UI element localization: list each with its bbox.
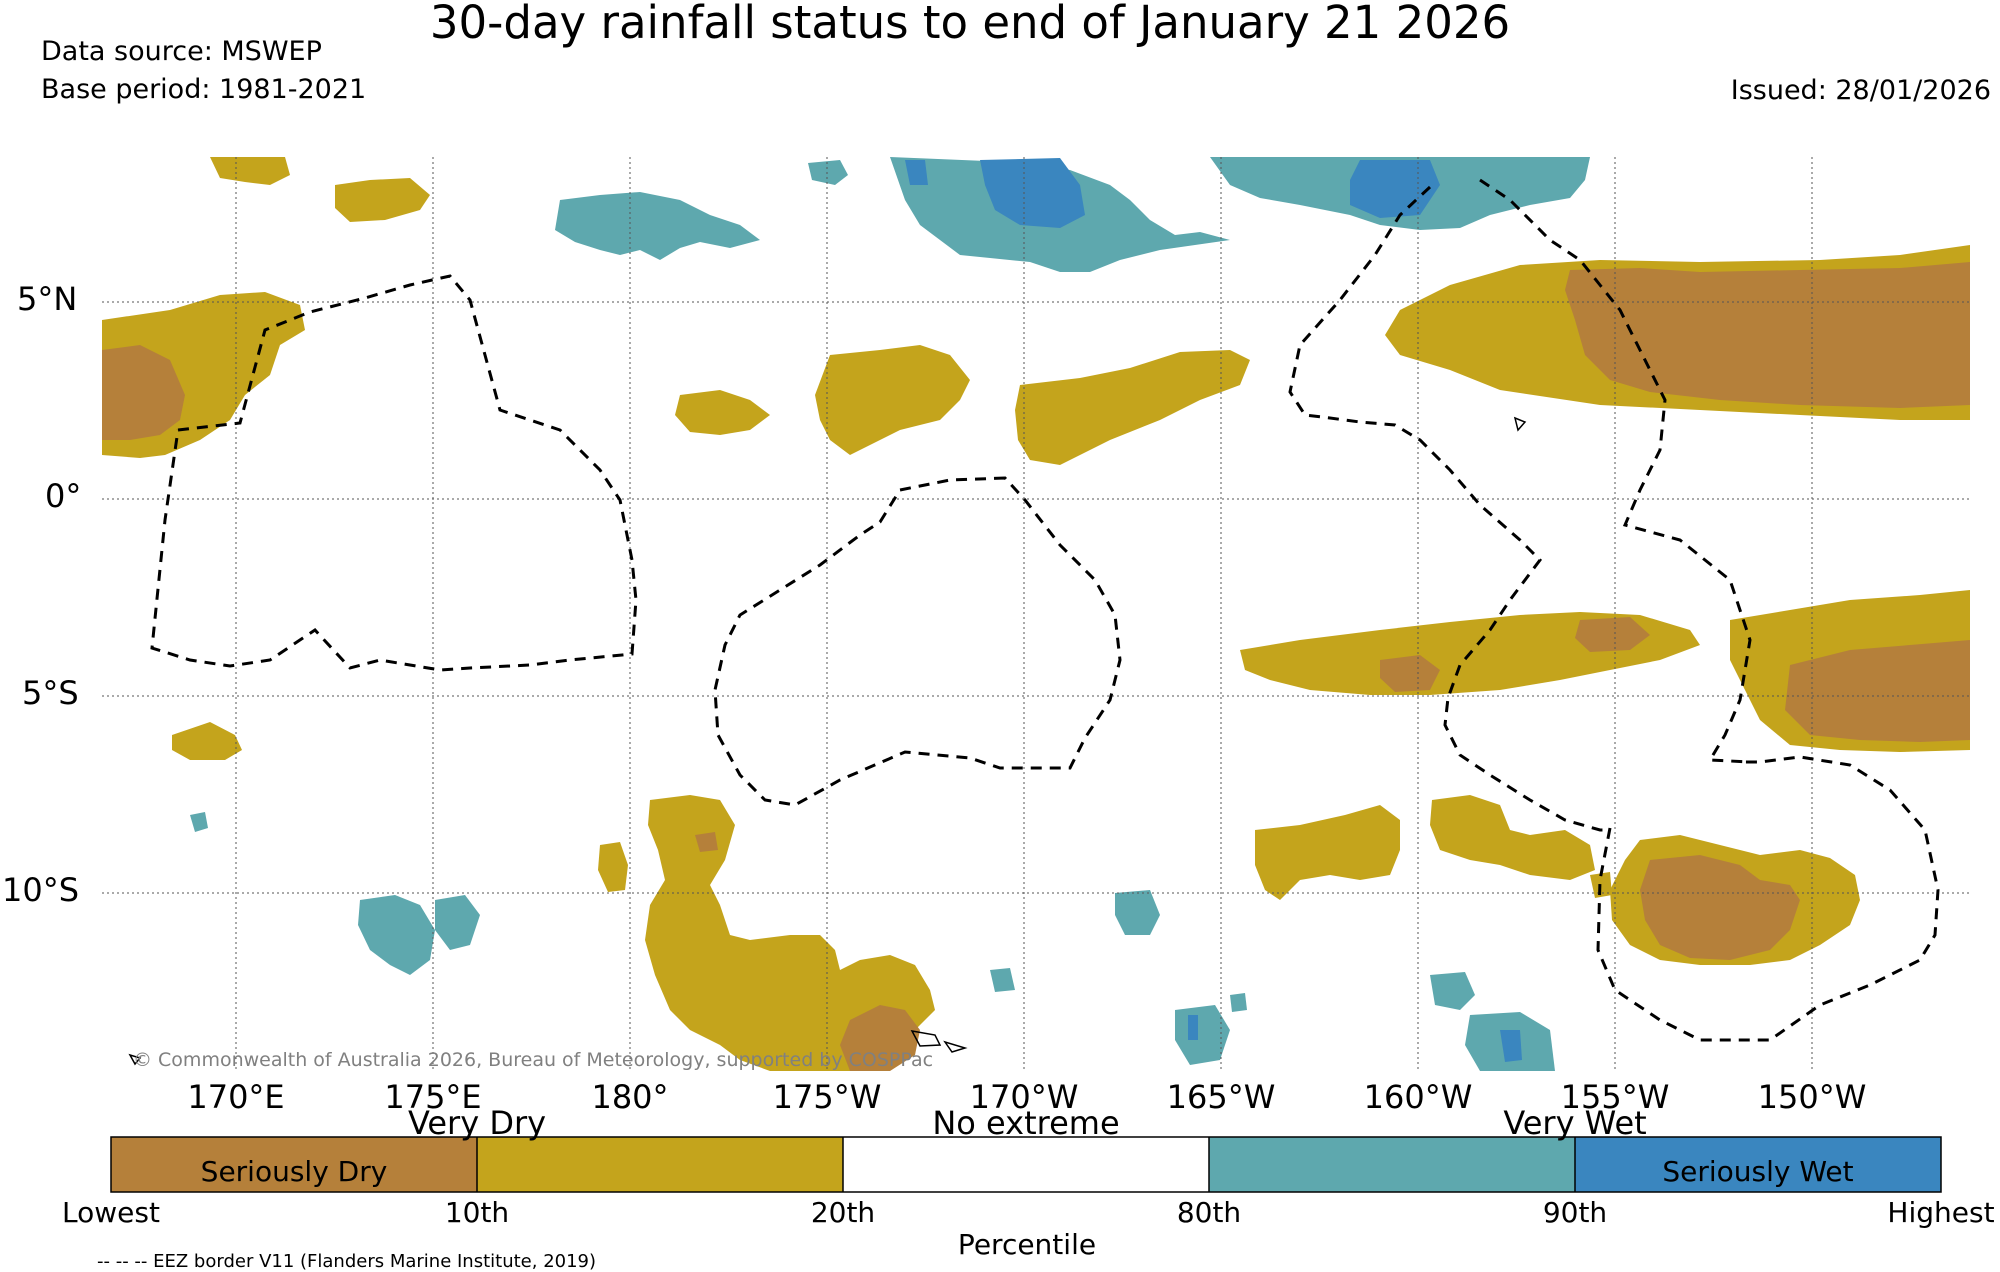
colorbar-tick-10th: 10th xyxy=(444,1196,510,1229)
very-wet-region-south-3 xyxy=(1115,890,1160,935)
very-dry-region-center-3 xyxy=(675,390,770,435)
colorbar-tick-highest: Highest xyxy=(1887,1196,1995,1229)
colorbar-axis-label: Percentile xyxy=(957,1228,1097,1261)
colorbar-very-dry xyxy=(477,1137,843,1192)
lon-label-170e: 170°E xyxy=(187,1078,285,1116)
seriously-dry-region-south xyxy=(840,1005,920,1071)
colorbar-tick-lowest: Lowest xyxy=(62,1196,160,1229)
seriously-wet-region-3 xyxy=(905,160,928,185)
colorbar-seriously-dry xyxy=(111,1137,477,1192)
data-source-text: Data source: MSWEP xyxy=(41,36,322,67)
very-dry-region-west-top xyxy=(210,157,290,185)
seriously-dry-region-east-mid-a xyxy=(1380,655,1440,692)
lon-label-175e: 175°E xyxy=(384,1078,482,1116)
very-wet-region-south-1 xyxy=(358,895,435,975)
very-dry-region-south-small-a xyxy=(598,842,628,892)
seriously-wet-region-5 xyxy=(1188,1015,1198,1040)
lon-label-160w: 160°W xyxy=(1363,1078,1473,1116)
seriously-dry-region-east-mid-b xyxy=(1575,617,1650,652)
very-dry-region-south-mid xyxy=(1255,805,1400,900)
very-dry-region-south-mid-2 xyxy=(1430,795,1595,880)
colorbar-category-very-wet: Very Wet xyxy=(1503,1104,1647,1142)
colorbar-no-extreme xyxy=(843,1137,1209,1192)
lon-label-150w: 150°W xyxy=(1757,1078,1867,1116)
very-wet-region-small-2 xyxy=(990,968,1015,992)
graticule xyxy=(102,157,1970,1071)
colorbar-label-seriously-dry: Seriously Dry xyxy=(200,1155,388,1188)
lon-label-155w: 155°W xyxy=(1560,1078,1670,1116)
eez-borders xyxy=(150,178,1940,1042)
colorbar-tick-90th: 90th xyxy=(1542,1196,1608,1229)
very-wet-region-north-mid xyxy=(555,192,760,260)
lat-label-5s: 5°S xyxy=(22,674,79,712)
island-outlines xyxy=(128,416,1527,1066)
very-dry-region-center-2 xyxy=(1015,350,1250,465)
seriously-dry-region-far-east xyxy=(1785,640,1970,742)
colorbar-seriously-wet xyxy=(1575,1137,1941,1192)
lat-label-10s: 10°S xyxy=(2,871,80,909)
very-dry-region-center-1 xyxy=(815,345,970,455)
lon-label-175w: 175°W xyxy=(772,1078,882,1116)
seriously-dry-region-south-small xyxy=(695,832,718,852)
very-dry-region-west-blob xyxy=(335,178,430,222)
very-wet-region-small-4 xyxy=(1230,993,1247,1012)
island-outline-samoa-2 xyxy=(943,1040,968,1053)
island-outline-small-a xyxy=(1513,416,1527,432)
island-outline-small-b xyxy=(128,1053,142,1066)
lon-label-180: 180° xyxy=(591,1078,669,1116)
very-dry-region-south-big xyxy=(645,795,935,1071)
colorbar-tick-80th: 80th xyxy=(1176,1196,1242,1229)
very-wet-region-small-1 xyxy=(190,812,208,832)
copyright-notice: © Commonwealth of Australia 2026, Bureau… xyxy=(133,1049,934,1071)
colorbar-category-very-dry: Very Dry xyxy=(407,1104,547,1142)
colorbar-tick-20th: 20th xyxy=(810,1196,876,1229)
eez-border-phoenix-line xyxy=(1288,185,1610,832)
seriously-dry-region-west xyxy=(102,345,185,440)
colorbar xyxy=(110,1136,1942,1193)
island-outline-samoa xyxy=(910,1029,942,1047)
seriously-wet-region-1 xyxy=(980,158,1085,228)
colorbar-very-wet xyxy=(1209,1137,1575,1192)
very-wet-region-south-2 xyxy=(435,895,480,950)
eez-border-line-islands-east xyxy=(1479,178,1752,764)
colorbar-category-no-extreme: No extreme xyxy=(932,1104,1120,1142)
base-period-text: Base period: 1981-2021 xyxy=(41,74,367,105)
very-dry-region-sw-small xyxy=(172,722,242,760)
eez-border-kiribati-gilbert xyxy=(150,274,638,672)
seriously-wet-region-4 xyxy=(1500,1030,1522,1062)
map-title: 30-day rainfall status to end of January… xyxy=(429,0,1511,49)
colorbar-label-seriously-wet: Seriously Wet xyxy=(1662,1155,1854,1188)
eez-border-tokelau xyxy=(713,476,1122,807)
very-wet-region-south-4 xyxy=(1175,1005,1230,1065)
lat-label-0: 0° xyxy=(45,477,82,515)
eez-border-cook-north xyxy=(1596,755,1940,1042)
seriously-dry-region-east-top xyxy=(1565,262,1970,408)
lon-label-170w: 170°W xyxy=(969,1078,1079,1116)
very-wet-region-small-3 xyxy=(808,160,848,185)
very-wet-region-south-6 xyxy=(1430,972,1475,1010)
rainfall-regions xyxy=(102,157,1970,1071)
lat-label-5n: 5°N xyxy=(17,280,78,318)
issued-date-text: Issued: 28/01/2026 xyxy=(1730,75,1991,106)
eez-footnote: -- -- -- EEZ border V11 (Flanders Marine… xyxy=(97,1251,597,1272)
lon-label-165w: 165°W xyxy=(1166,1078,1276,1116)
seriously-dry-region-south-east xyxy=(1640,855,1800,960)
